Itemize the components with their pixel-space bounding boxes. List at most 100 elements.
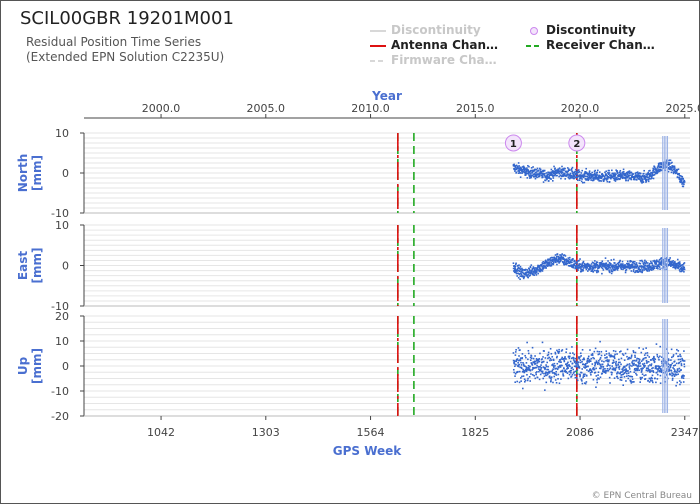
data-point [610,259,613,261]
data-point [644,365,646,367]
data-point [579,174,582,176]
data-point [598,176,601,178]
data-point [540,170,543,173]
data-point [652,268,655,271]
data-point [679,353,681,356]
data-point [596,269,599,271]
data-point [643,178,646,180]
data-point [575,176,577,179]
data-point [537,359,540,361]
data-point [586,266,588,268]
data-point [648,267,650,269]
data-point [570,259,573,261]
data-point [517,361,519,364]
data-point [525,173,528,175]
data-point [623,359,626,361]
data-point [558,360,560,363]
data-point [556,169,559,172]
y-axis-label-up: Up[mm] [16,348,44,384]
data-point [615,366,618,369]
data-point [561,356,563,359]
data-point [616,170,619,172]
data-point [682,381,685,383]
legend-discontinuity-circle-label: Discontinuity [546,23,636,37]
data-point [586,175,589,178]
data-point [516,168,518,170]
data-point [551,363,554,366]
data-point [564,173,566,175]
data-point [629,370,632,373]
data-point [545,364,547,366]
data-point [619,372,621,375]
data-point [601,363,604,366]
data-point [580,270,583,273]
data-point [640,367,642,370]
data-point [514,375,516,377]
data-point [559,257,562,260]
data-point [640,377,642,380]
data-point [539,268,542,270]
data-point [646,176,649,179]
data-point [564,167,566,170]
data-point [605,369,608,372]
data-point [631,264,634,266]
data-point [581,269,583,271]
data-point [585,171,588,174]
data-point [538,378,541,381]
data-point [673,264,676,267]
data-point [586,267,589,269]
data-point [678,266,681,268]
data-point [668,368,670,370]
data-point [617,364,620,366]
data-point [521,267,523,270]
data-point [517,364,520,367]
data-point [522,368,524,371]
data-point [618,365,621,368]
data-point [545,365,548,368]
data-point [647,178,650,181]
data-point [534,366,537,369]
data-point [610,269,612,271]
data-point [659,258,661,261]
data-point [573,260,576,263]
data-point [594,169,597,172]
data-point [583,375,586,377]
data-point [520,271,523,273]
data-point [609,364,611,367]
data-point [539,174,541,177]
data-point [513,167,516,170]
data-point [546,354,549,357]
data-point [614,353,616,356]
data-point [639,172,642,175]
data-point [656,169,658,171]
data-point [641,370,643,372]
data-point [678,262,680,264]
data-point [640,269,642,271]
data-point [554,169,557,172]
data-point [548,375,551,378]
data-point [538,360,541,363]
data-point [515,363,517,366]
data-point [680,363,683,365]
data-point [657,164,660,166]
data-point [517,172,520,174]
data-point [597,374,599,376]
data-point [606,268,609,271]
data-point [677,267,679,270]
data-point [682,262,685,265]
data-point [519,359,522,362]
data-point [518,273,521,275]
data-point [599,263,601,266]
data-point [545,172,548,174]
data-point [644,176,646,179]
data-point [611,176,614,178]
data-point [567,257,570,259]
data-point [598,266,601,269]
data-point [528,170,531,173]
data-point [574,370,577,373]
data-point [544,179,547,182]
data-point [537,361,539,363]
data-point [675,362,678,365]
data-point [669,364,671,366]
data-point [573,353,576,356]
